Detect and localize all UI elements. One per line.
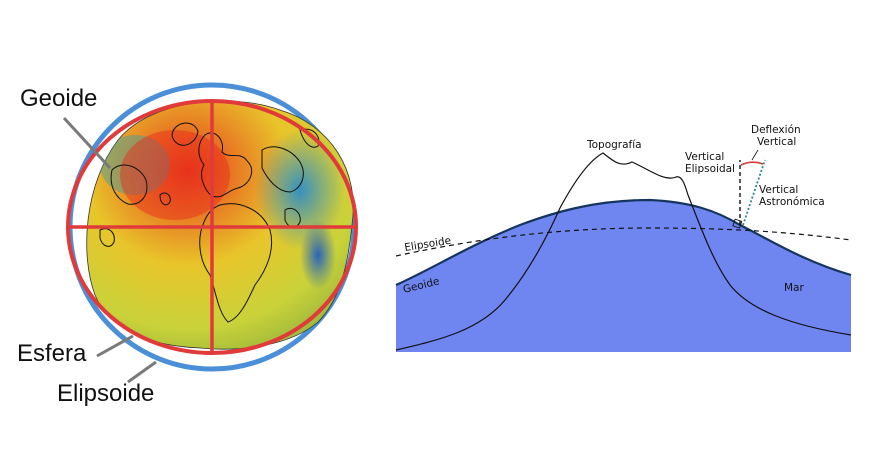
mar-label: Mar	[784, 282, 804, 294]
geoid-globe-figure: Geoide Esfera Elipsoide	[17, 82, 358, 407]
esfera-leader-line	[96, 334, 134, 358]
elipsoide-label: Elipsoide	[57, 380, 154, 407]
topography-line	[395, 152, 852, 351]
esfera-label: Esfera	[17, 340, 87, 367]
geoide-label: Geoide	[20, 85, 97, 112]
elipsoide-leader-line	[127, 360, 157, 384]
deflexion-vertical-label-line1: Deflexión	[751, 124, 801, 136]
deflection-arc	[740, 161, 764, 166]
elipsoide-curve-label: Elipsoide	[404, 235, 452, 254]
right-angle-marker	[732, 218, 743, 229]
topography-geoid-cross-section: Topografía Deflexión Vertical Vertical E…	[395, 124, 852, 352]
ellipsoid-dashed-line	[395, 227, 852, 257]
vertical-astronomica-label-line1: Vertical	[759, 184, 798, 196]
geoid-body	[86, 100, 354, 350]
vertical-astronomica-label-line2: Astronómica	[759, 196, 825, 208]
vertical-elipsoidal-label-line1: Vertical	[685, 151, 724, 163]
continent-outlines	[99, 122, 320, 323]
topografia-label: Topografía	[586, 139, 642, 151]
vertical-astronomica-line	[742, 159, 766, 226]
geoid-line	[395, 198, 852, 287]
sea-area	[396, 200, 851, 352]
deflexion-vertical-label-line2: Vertical	[757, 136, 796, 148]
vertical-elipsoidal-label-line2: Elipsoidal	[685, 163, 735, 175]
geoide-leader-line	[62, 116, 112, 170]
deflection-leader	[751, 149, 759, 161]
